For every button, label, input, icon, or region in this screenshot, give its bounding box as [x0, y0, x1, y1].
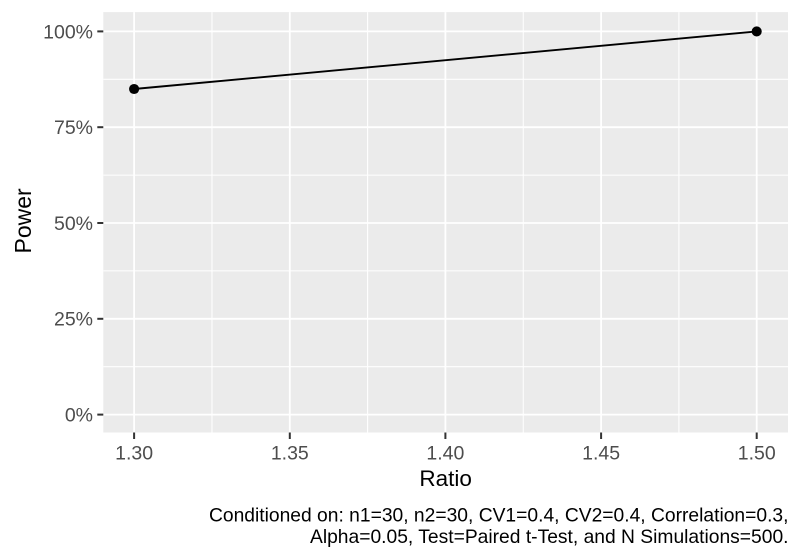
svg-text:50%: 50%	[54, 213, 93, 235]
svg-text:100%: 100%	[43, 21, 93, 43]
svg-text:Power: Power	[10, 188, 36, 254]
svg-text:0%: 0%	[65, 405, 93, 427]
svg-text:1.35: 1.35	[271, 442, 309, 464]
svg-text:1.30: 1.30	[115, 442, 153, 464]
svg-text:Ratio: Ratio	[419, 466, 472, 491]
svg-text:1.50: 1.50	[738, 442, 776, 464]
svg-text:25%: 25%	[54, 309, 93, 331]
svg-text:Alpha=0.05, Test=Paired t-Test: Alpha=0.05, Test=Paired t-Test, and N Si…	[310, 527, 789, 548]
svg-text:1.45: 1.45	[582, 442, 620, 464]
svg-text:Conditioned on: n1=30, n2=30,: Conditioned on: n1=30, n2=30, CV1=0.4, C…	[209, 505, 789, 526]
svg-text:75%: 75%	[54, 117, 93, 139]
svg-text:1.40: 1.40	[426, 442, 464, 464]
